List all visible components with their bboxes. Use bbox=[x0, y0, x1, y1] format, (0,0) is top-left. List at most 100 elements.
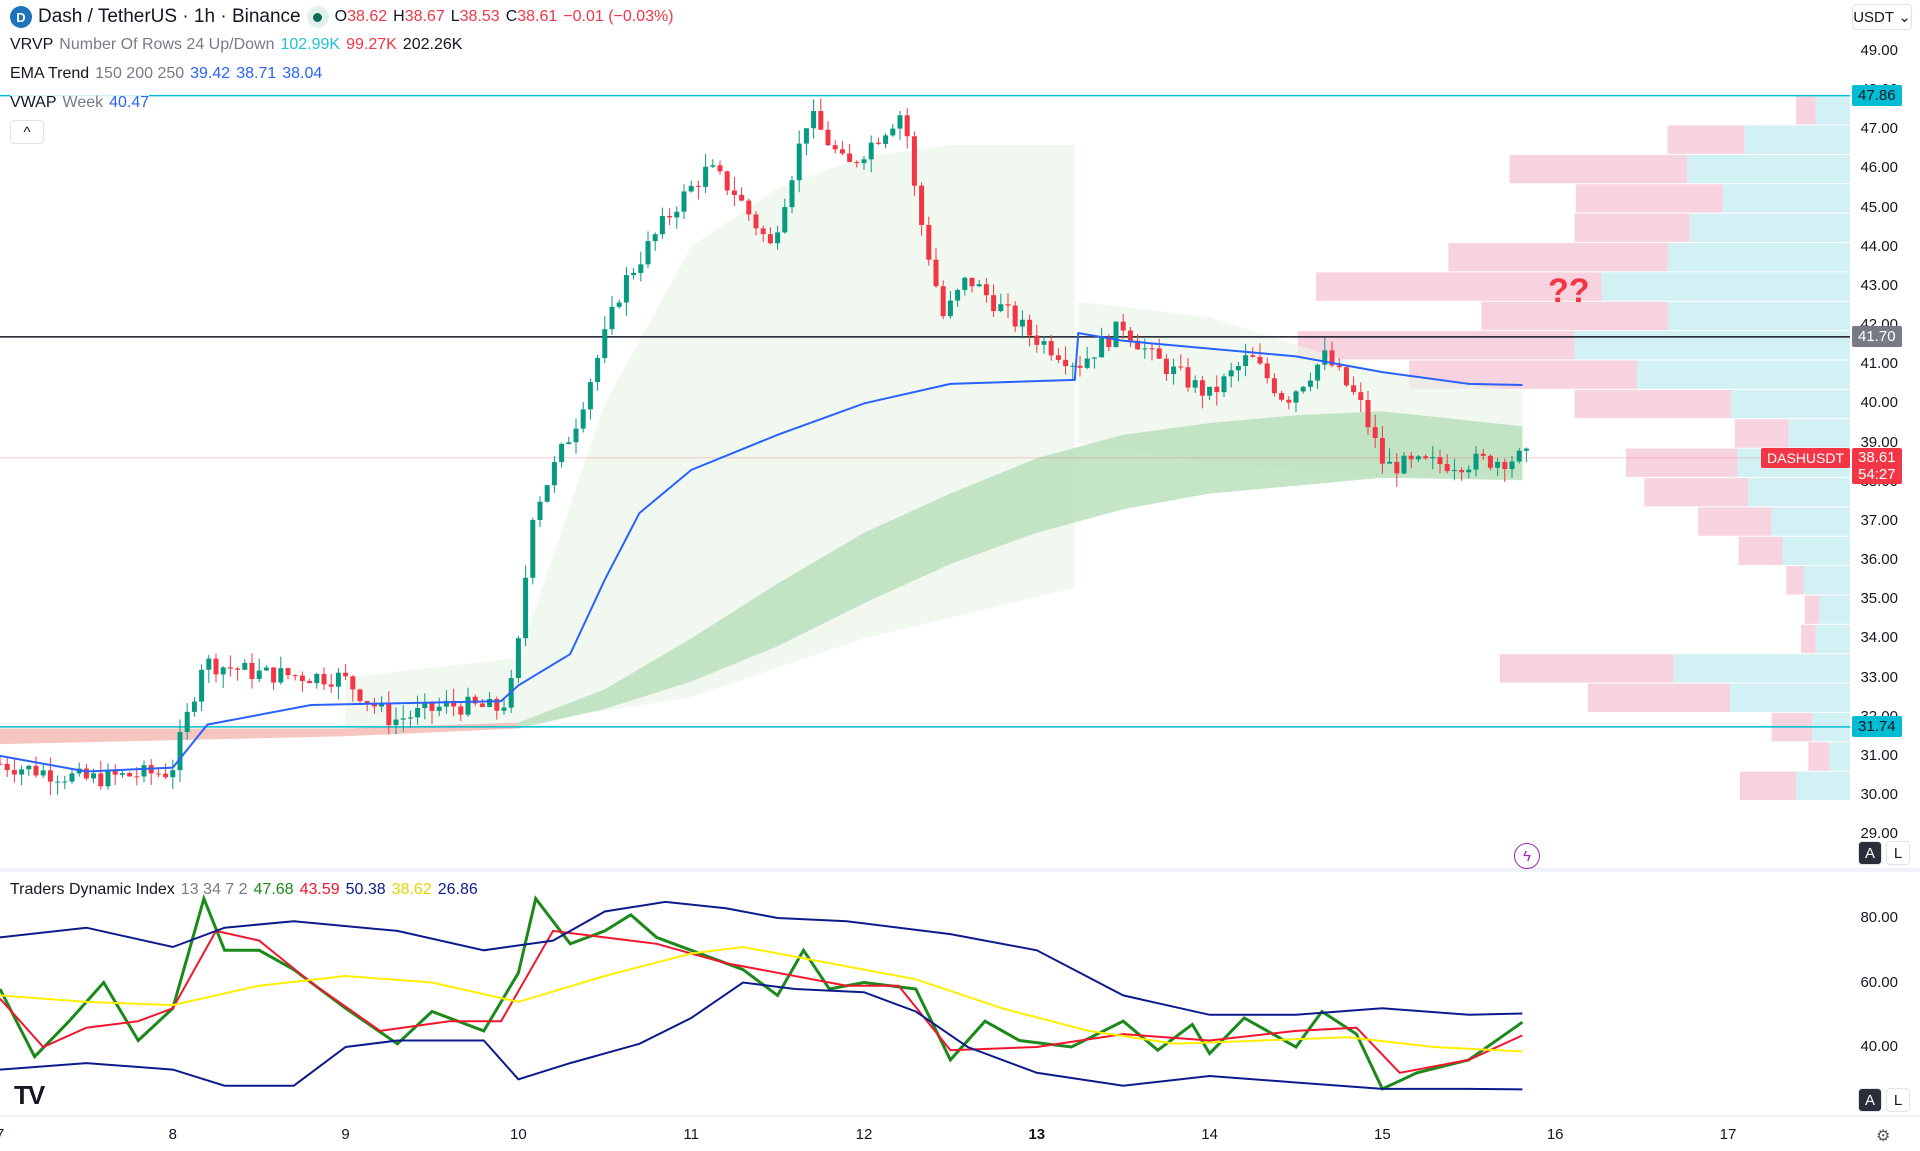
time-tick: 10 bbox=[510, 1126, 527, 1143]
candle-body bbox=[746, 200, 752, 215]
price-tick: 44.00 bbox=[1860, 237, 1898, 255]
symbol-title[interactable]: Dash / TetherUS · 1h · Binance bbox=[38, 6, 301, 27]
tdi-params: 13 34 7 2 bbox=[180, 881, 248, 898]
volume-profile-up-bar bbox=[1815, 624, 1850, 654]
volume-profile-up-bar bbox=[1788, 419, 1850, 448]
candle-body bbox=[1523, 448, 1529, 451]
volume-profile-up-bar bbox=[1829, 742, 1850, 771]
candle-body bbox=[227, 667, 233, 669]
candle-body bbox=[1322, 350, 1328, 365]
volume-profile-up-bar bbox=[1782, 536, 1850, 566]
candle-body bbox=[587, 382, 593, 410]
candle-body bbox=[364, 701, 370, 703]
annotation-text[interactable]: ?? bbox=[1548, 272, 1590, 310]
candle-body bbox=[357, 689, 363, 702]
vrvp-up: 102.99K bbox=[280, 36, 341, 53]
symbol-legend: D Dash / TetherUS · 1h · Binance O38.62 … bbox=[10, 6, 674, 28]
candle-body bbox=[328, 684, 334, 687]
candle-body bbox=[559, 444, 565, 463]
candle-body bbox=[1437, 457, 1443, 465]
volume-profile-up-bar bbox=[1667, 301, 1850, 331]
collapse-legend-button[interactable]: ^ bbox=[10, 120, 44, 144]
volume-profile-down-bar bbox=[1575, 184, 1723, 213]
volume-profile-down-bar bbox=[1574, 389, 1732, 419]
ema-legend[interactable]: EMA Trend 150 200 250 39.42 38.71 38.04 bbox=[10, 65, 322, 83]
candle-body bbox=[566, 442, 572, 445]
last-price: 38.61 bbox=[1858, 449, 1896, 466]
candle-body bbox=[256, 670, 262, 679]
candle-body bbox=[1214, 386, 1220, 393]
candle-body bbox=[292, 675, 298, 677]
tdi-auto-scale-button[interactable]: A bbox=[1858, 1088, 1882, 1112]
candle-body bbox=[429, 702, 435, 711]
price-tick: 37.00 bbox=[1860, 511, 1898, 529]
auto-scale-button[interactable]: A bbox=[1858, 841, 1882, 865]
vrvp-legend[interactable]: VRVP Number Of Rows 24 Up/Down 102.99K 99.… bbox=[10, 36, 462, 54]
price-tick: 41.00 bbox=[1860, 355, 1898, 373]
volume-profile-up-bar bbox=[1601, 272, 1850, 301]
tdi-line-3 bbox=[0, 900, 1523, 1016]
candle-body bbox=[1012, 305, 1018, 327]
vwap-legend[interactable]: VWAP Week 40.47 bbox=[10, 94, 150, 112]
time-tick: 9 bbox=[341, 1126, 350, 1143]
candle-body bbox=[854, 161, 860, 164]
tdi-log-scale-button[interactable]: L bbox=[1886, 1088, 1910, 1112]
price-tick: 36.00 bbox=[1860, 551, 1898, 569]
bar-countdown: 54:27 bbox=[1858, 466, 1896, 483]
candle-body bbox=[1343, 367, 1349, 386]
candle-body bbox=[141, 765, 147, 777]
candle-body bbox=[112, 769, 118, 775]
candle-body bbox=[839, 149, 845, 154]
tdi-upper-value: 50.38 bbox=[345, 881, 386, 898]
candle-body bbox=[83, 768, 89, 779]
candle-body bbox=[717, 165, 723, 172]
candle-body bbox=[127, 773, 133, 777]
candle-body bbox=[998, 304, 1004, 312]
candle-body bbox=[1365, 400, 1371, 428]
candle-body bbox=[832, 145, 838, 150]
candle-body bbox=[1228, 370, 1234, 377]
candle-body bbox=[861, 159, 867, 164]
candle-body bbox=[551, 462, 557, 486]
price-tick: 29.00 bbox=[1860, 825, 1898, 843]
tradingview-logo-icon[interactable]: TV bbox=[14, 1080, 45, 1110]
volume-profile-down-bar bbox=[1509, 154, 1688, 184]
lightning-icon[interactable]: ϟ bbox=[1514, 843, 1540, 869]
vwap-line bbox=[0, 331, 1523, 773]
candle-body bbox=[631, 272, 637, 276]
candle-body bbox=[1444, 464, 1450, 472]
candle-body bbox=[501, 707, 507, 711]
price-tick: 49.00 bbox=[1860, 42, 1898, 59]
candle-body bbox=[285, 668, 291, 676]
ema-ribbon-bearish bbox=[0, 722, 519, 745]
candle-body bbox=[1509, 461, 1515, 470]
candle-body bbox=[652, 234, 658, 242]
candle-body bbox=[638, 264, 644, 273]
candle-body bbox=[220, 667, 226, 675]
candle-body bbox=[775, 232, 781, 244]
candle-body bbox=[335, 672, 341, 687]
volume-profile-up-bar bbox=[1667, 242, 1850, 272]
volume-profile-up-bar bbox=[1796, 771, 1850, 801]
tdi-legend[interactable]: Traders Dynamic Index 13 34 7 2 47.68 43.… bbox=[10, 881, 478, 899]
log-scale-button[interactable]: L bbox=[1886, 841, 1910, 865]
candle-body bbox=[1048, 341, 1054, 356]
price-tag-top: 47.86 bbox=[1852, 85, 1902, 106]
candle-body bbox=[451, 700, 457, 707]
candle-body bbox=[926, 224, 932, 260]
tdi-line-4 bbox=[0, 981, 1523, 1091]
candle-body bbox=[811, 111, 817, 129]
tdi-name: Traders Dynamic Index bbox=[10, 881, 175, 898]
tdi-lower-value: 26.86 bbox=[437, 881, 478, 898]
candle-body bbox=[890, 128, 896, 136]
volume-profile-down-bar bbox=[1316, 272, 1602, 301]
candle-body bbox=[573, 428, 579, 443]
candle-body bbox=[4, 763, 10, 771]
currency-label: USDT bbox=[1853, 8, 1895, 26]
currency-select[interactable]: USDT ⌄ bbox=[1852, 4, 1912, 30]
settings-icon[interactable]: ⚙ bbox=[1876, 1128, 1891, 1145]
vwap-value: 40.47 bbox=[109, 94, 150, 111]
change-value: −0.01 (−0.03%) bbox=[563, 8, 674, 25]
candle-body bbox=[407, 717, 413, 719]
